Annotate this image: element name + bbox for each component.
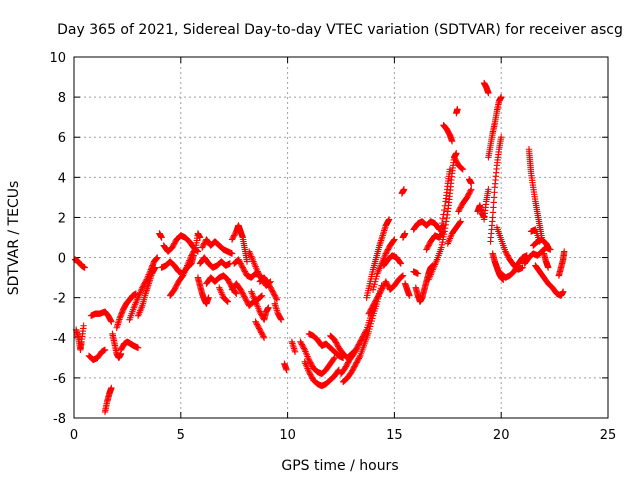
data-point bbox=[205, 294, 212, 301]
data-point bbox=[406, 292, 413, 299]
data-point bbox=[446, 166, 454, 173]
data-point bbox=[81, 264, 88, 271]
data-point bbox=[468, 186, 475, 193]
y-tick-label: -4 bbox=[53, 332, 66, 347]
data-point bbox=[356, 353, 363, 361]
data-point bbox=[257, 293, 264, 301]
data-point bbox=[459, 166, 466, 173]
x-tick-label: 20 bbox=[493, 428, 510, 443]
data-point bbox=[243, 258, 251, 265]
data-point bbox=[233, 290, 240, 297]
plot-frame bbox=[73, 56, 609, 419]
data-point bbox=[258, 292, 266, 299]
data-point bbox=[331, 354, 338, 362]
data-point bbox=[260, 334, 268, 341]
chart-title: Day 365 of 2021, Sidereal Day-to-day VTE… bbox=[57, 22, 623, 38]
data-point bbox=[300, 345, 308, 352]
data-point bbox=[485, 89, 492, 97]
data-point bbox=[391, 236, 398, 243]
data-point bbox=[544, 264, 552, 271]
data-point bbox=[398, 273, 405, 281]
x-tick-label: 5 bbox=[177, 428, 185, 443]
data-point bbox=[223, 297, 231, 305]
data-point bbox=[397, 260, 405, 267]
data-point bbox=[396, 259, 404, 266]
data-point bbox=[277, 316, 285, 323]
data-point bbox=[390, 237, 397, 244]
data-point bbox=[547, 246, 554, 253]
data-point bbox=[108, 318, 115, 325]
data-point bbox=[291, 348, 299, 356]
data-points bbox=[71, 79, 568, 416]
data-point bbox=[232, 289, 239, 296]
y-tick-label: -6 bbox=[53, 372, 66, 387]
grid-lines bbox=[74, 57, 608, 418]
data-point bbox=[441, 206, 448, 214]
x-tick-label: 25 bbox=[600, 428, 617, 443]
data-point bbox=[108, 384, 115, 392]
data-point bbox=[467, 187, 474, 194]
data-point bbox=[330, 355, 338, 363]
data-point bbox=[519, 264, 526, 271]
y-tick-label: -8 bbox=[53, 412, 66, 427]
x-tick-label: 15 bbox=[386, 428, 403, 443]
data-point bbox=[440, 211, 447, 218]
data-point bbox=[283, 366, 290, 374]
data-point bbox=[385, 216, 393, 223]
data-point bbox=[438, 219, 446, 227]
y-tick-label: 6 bbox=[58, 131, 66, 146]
data-point bbox=[151, 264, 159, 271]
data-point bbox=[265, 304, 272, 311]
data-point bbox=[273, 295, 280, 302]
data-point bbox=[468, 180, 475, 187]
data-point bbox=[559, 288, 567, 295]
y-tick-label: -2 bbox=[53, 292, 66, 307]
data-point bbox=[260, 333, 267, 340]
data-point bbox=[400, 186, 408, 193]
y-tick-label: 8 bbox=[58, 91, 66, 106]
data-point bbox=[457, 218, 464, 225]
x-axis-label: GPS time / hours bbox=[281, 458, 398, 474]
axis-ticks: 0 5 10 15 20 25 -8 -6 -4 -2 0 2 4 6 8 10 bbox=[49, 51, 616, 443]
data-point bbox=[196, 234, 204, 241]
data-point bbox=[228, 250, 236, 257]
data-point bbox=[158, 234, 165, 241]
x-tick-label: 0 bbox=[70, 428, 78, 443]
data-point bbox=[454, 105, 461, 113]
data-point bbox=[448, 138, 456, 145]
data-point bbox=[399, 273, 406, 280]
data-point bbox=[458, 165, 466, 172]
data-point bbox=[154, 254, 161, 261]
y-axis-label: SDTVAR / TECUs bbox=[6, 181, 22, 296]
data-point bbox=[438, 224, 445, 231]
data-point bbox=[453, 150, 460, 157]
data-point bbox=[456, 219, 464, 226]
data-point bbox=[485, 186, 492, 193]
y-tick-label: 4 bbox=[58, 171, 66, 186]
data-point bbox=[399, 272, 407, 279]
data-point bbox=[401, 230, 409, 237]
data-point bbox=[498, 93, 505, 101]
data-point bbox=[134, 344, 142, 352]
data-point bbox=[80, 322, 87, 329]
data-point bbox=[458, 164, 465, 172]
data-point bbox=[191, 245, 199, 253]
data-point bbox=[101, 346, 109, 354]
data-point bbox=[439, 215, 447, 222]
data-point bbox=[561, 248, 568, 255]
data-point bbox=[498, 134, 505, 141]
data-point bbox=[441, 202, 449, 209]
data-point bbox=[258, 293, 265, 300]
y-tick-label: 0 bbox=[58, 252, 66, 267]
y-tick-label: 10 bbox=[49, 51, 66, 66]
y-tick-label: 2 bbox=[58, 211, 66, 226]
data-point bbox=[273, 296, 281, 303]
data-point bbox=[224, 298, 231, 305]
data-point bbox=[223, 297, 230, 304]
data-point bbox=[414, 270, 422, 277]
x-tick-label: 10 bbox=[279, 428, 296, 443]
